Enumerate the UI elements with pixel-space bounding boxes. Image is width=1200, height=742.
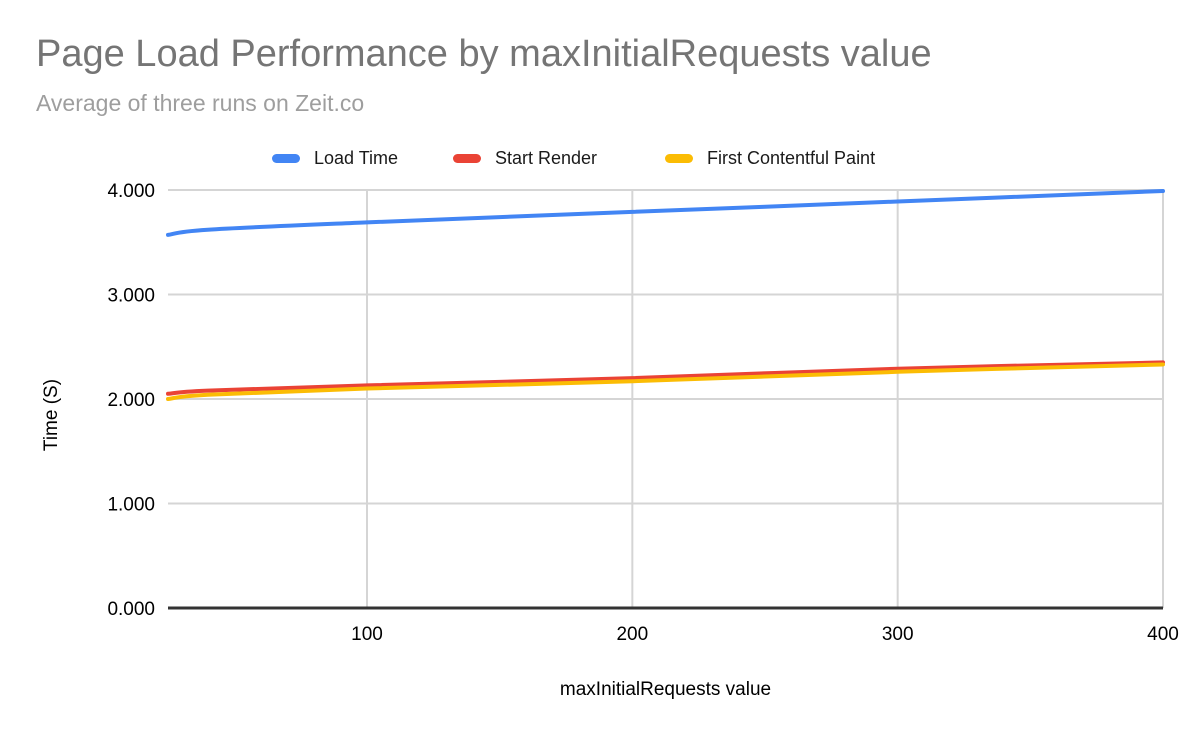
chart-title: Page Load Performance by maxInitialReque… bbox=[36, 33, 932, 75]
x-tick-label: 100 bbox=[351, 624, 383, 645]
legend-label-start-render: Start Render bbox=[495, 147, 598, 168]
legend-label-first-contentful-paint: First Contentful Paint bbox=[707, 147, 876, 168]
y-tick-label: 0.000 bbox=[107, 599, 155, 620]
legend-item-start-render: Start Render bbox=[453, 146, 597, 170]
first-contentful-paint-swatch-icon bbox=[665, 153, 693, 163]
legend-label-load-time: Load Time bbox=[314, 147, 399, 168]
x-tick-label: 400 bbox=[1147, 624, 1179, 645]
y-axis-title: Time (S) bbox=[41, 378, 62, 452]
y-tick-label: 3.000 bbox=[107, 286, 155, 307]
legend-item-first-contentful-paint: First Contentful Paint bbox=[665, 146, 875, 170]
load-time-swatch-icon bbox=[272, 153, 300, 163]
chart-subtitle: Average of three runs on Zeit.co bbox=[36, 90, 365, 116]
x-axis-title: maxInitialRequests value bbox=[559, 679, 772, 700]
y-tick-label: 1.000 bbox=[107, 495, 155, 516]
series-line-first-contentful-paint bbox=[166, 362, 1165, 401]
series-line-start-render bbox=[166, 360, 1165, 396]
series-line-load-time bbox=[166, 189, 1165, 237]
x-tick-label: 200 bbox=[616, 624, 648, 645]
legend-item-load-time: Load Time bbox=[272, 146, 398, 170]
start-render-swatch-icon bbox=[453, 153, 481, 163]
y-tick-label: 2.000 bbox=[107, 390, 155, 411]
x-tick-label: 300 bbox=[882, 624, 914, 645]
y-tick-label: 4.000 bbox=[107, 181, 155, 202]
